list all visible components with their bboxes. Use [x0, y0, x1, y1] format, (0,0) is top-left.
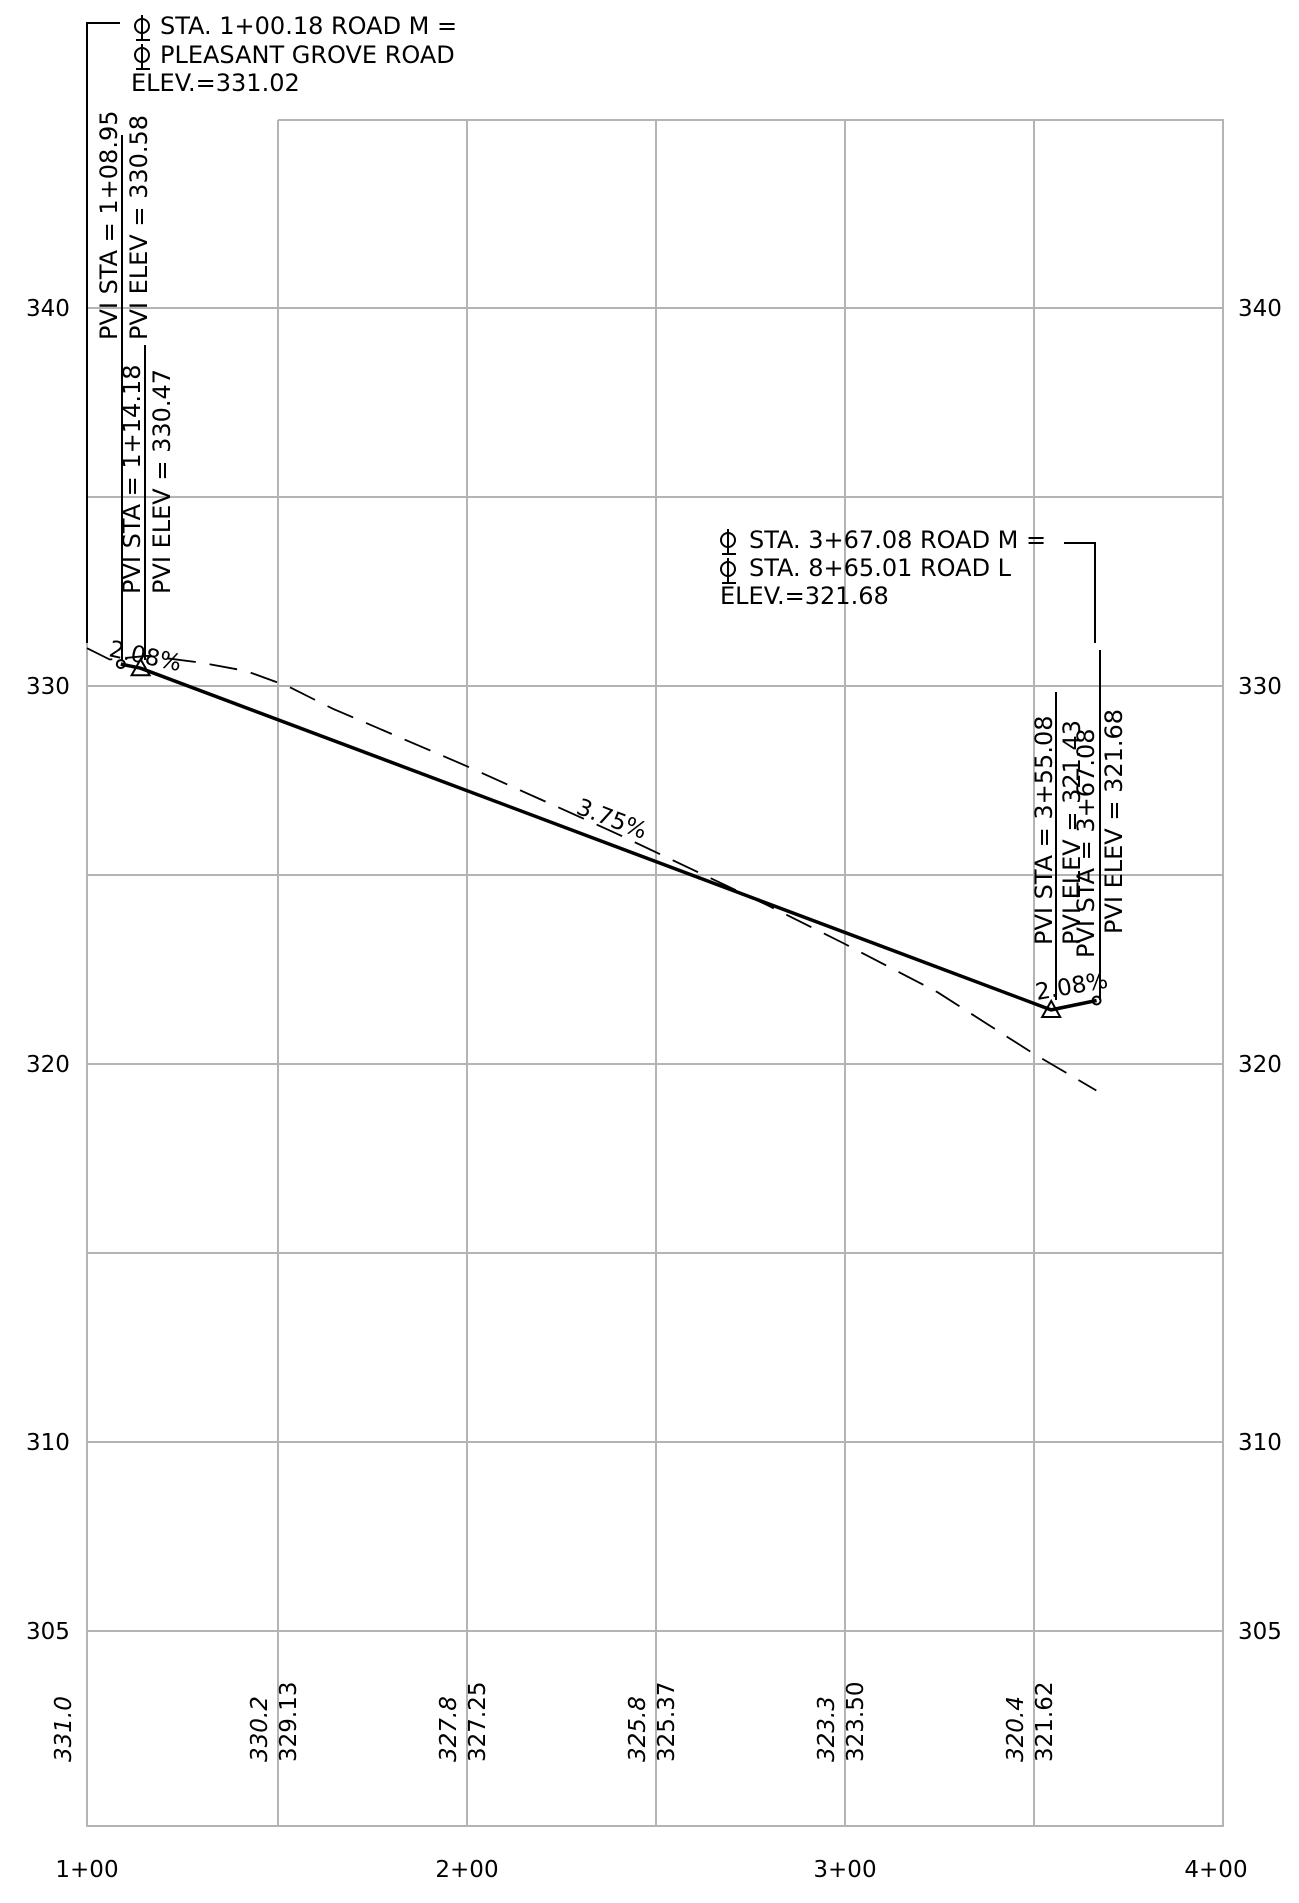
pvi-label-1: PVI STA = 1+08.95 PVI ELEV = 330.58 [95, 111, 153, 660]
pvi-label-2: PVI STA = 1+14.18 PVI ELEV = 330.47 [118, 345, 176, 660]
x-tick-3+00: 3+00 [813, 1857, 876, 1883]
proposed-elev-1+50: 329.13 [276, 1682, 302, 1762]
centerline-symbol [720, 558, 736, 584]
pvi-4-marker [1091, 995, 1102, 1006]
centerline-symbol [134, 44, 150, 70]
callout-end-leader [1064, 542, 1096, 643]
series-existing-ground [86, 647, 1097, 1092]
pvi-2-station: PVI STA = 1+14.18 [118, 365, 146, 595]
pvi-2-marker [129, 657, 152, 677]
proposed-elev-2+50: 325.37 [654, 1682, 680, 1762]
plot-frame [86, 119, 1224, 1827]
callout-end: STA. 3+67.08 ROAD M = STA. 8+65.01 ROAD … [720, 526, 1096, 643]
proposed-elev-3+50: 321.62 [1032, 1682, 1058, 1762]
callout-start-line3: ELEV.=331.02 [131, 69, 300, 97]
pvi-4-station: PVI STA = 3+67.08 [1072, 729, 1100, 959]
centerline-symbol [720, 529, 736, 555]
existing-elev-2+50: 325.8 [625, 1696, 651, 1762]
pvi-3-elevation: PVI ELEV = 321.43 [1058, 720, 1086, 945]
callout-end-line1: STA. 3+67.08 ROAD M = [749, 526, 1046, 554]
y-tick-320-left: 320 [26, 1052, 70, 1078]
y-tick-310-left: 310 [26, 1430, 70, 1456]
pvi-2-elevation: PVI ELEV = 330.47 [148, 369, 176, 594]
y-tick-340-left: 340 [26, 296, 70, 322]
existing-elev-1+00: 331.0 [51, 1696, 77, 1762]
proposed-elev-3+00: 323.50 [843, 1682, 869, 1762]
y-tick-305-left: 305 [26, 1619, 70, 1645]
y-tick-305-right: 305 [1238, 1619, 1282, 1645]
y-tick-310-right: 310 [1238, 1430, 1282, 1456]
callout-start-leader [86, 22, 120, 643]
callout-start-line1: STA. 1+00.18 ROAD M = [160, 12, 457, 40]
callout-start: STA. 1+00.18 ROAD M = PLEASANT GROVE ROA… [86, 12, 457, 643]
x-tick-2+00: 2+00 [435, 1857, 498, 1883]
pvi-1-elevation: PVI ELEV = 330.58 [125, 115, 153, 340]
profile-points [115, 657, 1102, 1018]
callout-end-line3: ELEV.=321.68 [720, 582, 889, 610]
y-tick-320-right: 320 [1238, 1052, 1282, 1078]
pvi-1-marker [115, 659, 126, 670]
callout-end-line2: STA. 8+65.01 ROAD L [749, 554, 1012, 582]
existing-elev-3+50: 320.4 [1003, 1696, 1029, 1762]
y-axis-right: 340 330 320 310 305 [1238, 296, 1282, 1645]
grade-label-end: 2.08% [1034, 968, 1110, 1006]
y-tick-340-right: 340 [1238, 296, 1282, 322]
centerline-symbol [134, 15, 150, 41]
pvi-4-elevation: PVI ELEV = 321.68 [1100, 709, 1128, 934]
pvi-3-station: PVI STA = 3+55.08 [1030, 716, 1058, 946]
grid-lines [87, 120, 1223, 1826]
y-tick-330-right: 330 [1238, 674, 1282, 700]
station-elevations: 331.0 330.2 329.13 327.8 327.25 325.8 32… [51, 1682, 1058, 1762]
pvi-label-4: PVI STA = 3+67.08 PVI ELEV = 321.68 [1072, 650, 1128, 1000]
x-tick-1+00: 1+00 [55, 1857, 118, 1883]
existing-elev-3+00: 323.3 [814, 1696, 840, 1762]
pvi-1-station: PVI STA = 1+08.95 [95, 111, 123, 341]
x-axis: 1+00 2+00 3+00 4+00 [55, 1857, 1247, 1883]
y-tick-330-left: 330 [26, 674, 70, 700]
proposed-elev-2+00: 327.25 [465, 1682, 491, 1762]
grade-label-main: 3.75% [573, 794, 651, 844]
y-axis-left: 340 330 320 310 305 [26, 296, 70, 1645]
pvi-3-marker [1040, 998, 1062, 1018]
pvi-label-3: PVI STA = 3+55.08 PVI ELEV = 321.43 [1030, 692, 1086, 1000]
x-tick-4+00: 4+00 [1184, 1857, 1247, 1883]
existing-elev-2+00: 327.8 [436, 1696, 462, 1762]
series-proposed-profile [120, 662, 1097, 1012]
existing-elev-1+50: 330.2 [247, 1696, 273, 1762]
callout-start-line2: PLEASANT GROVE ROAD [160, 41, 455, 69]
